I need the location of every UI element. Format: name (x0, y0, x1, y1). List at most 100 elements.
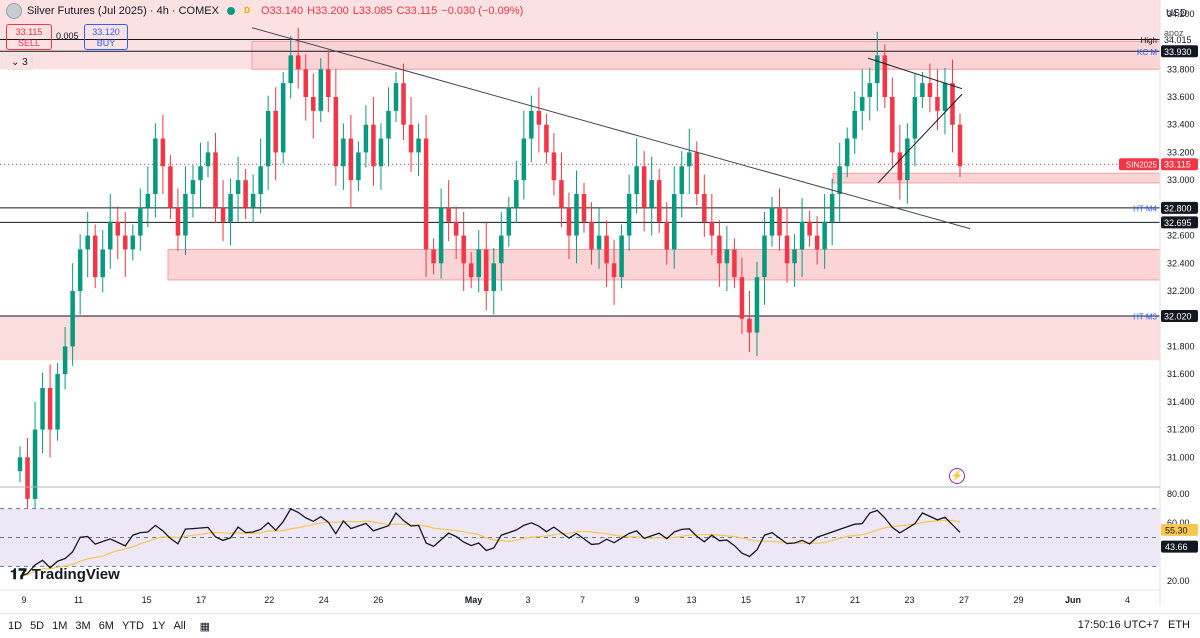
candle-body (198, 166, 203, 181)
symbol-title[interactable]: Silver Futures (Jul 2025) · 4h · COMEX (27, 5, 219, 17)
candle-body (47, 388, 53, 430)
candle-body (574, 194, 579, 236)
range-ytd[interactable]: YTD (121, 620, 144, 632)
candle-body (859, 97, 865, 111)
candle-body (228, 194, 233, 222)
rsi-tick-label: 20.00 (1167, 576, 1190, 586)
sell-button[interactable]: 33.115 SELL (6, 24, 52, 50)
tradingview-logo-icon: 𝟏𝟕 (10, 566, 27, 583)
time-tick-label: 13 (687, 595, 697, 605)
candle-body (258, 166, 263, 194)
candle-body (288, 55, 293, 84)
candle-body (235, 180, 241, 194)
candle-body (882, 55, 888, 97)
time-tick-label: May (465, 595, 483, 605)
candle-body (634, 166, 639, 194)
candle-body (544, 124, 549, 153)
price-tag-bg (1161, 201, 1198, 214)
candle-body (311, 97, 316, 111)
candle-body (912, 97, 918, 139)
time-tick-label: 27 (959, 595, 969, 605)
candle-body (957, 124, 963, 167)
price-tag-value: 33.930 (1164, 47, 1192, 57)
spread-value: 0.005 (56, 31, 79, 41)
indicator-count: 3 (22, 57, 28, 68)
range-all[interactable]: All (173, 620, 186, 632)
range-6m[interactable]: 6M (98, 620, 114, 632)
indicators-collapse-toggle[interactable]: ⌄ 3 (6, 55, 33, 70)
price-line-label: HT M3 (1133, 312, 1157, 321)
descending-trendline (251, 27, 971, 230)
time-tick-label: 3 (526, 595, 531, 605)
sell-price: 33.115 (15, 27, 43, 37)
time-tick-label: 21 (850, 595, 860, 605)
buy-price: 33.120 (92, 27, 120, 37)
candle-body (822, 221, 827, 250)
candle-body (664, 221, 669, 250)
candle-body (468, 263, 474, 278)
candle-body (739, 277, 745, 319)
time-tick-label: 11 (74, 595, 83, 605)
price-line-label: High (1141, 36, 1157, 45)
session-toggle[interactable]: ETH (1168, 619, 1190, 631)
candle-body (40, 388, 45, 430)
candle-body (175, 207, 181, 236)
candle-body (942, 83, 948, 111)
candle-body (875, 55, 880, 84)
candle-body (318, 69, 324, 111)
delayed-data-badge[interactable]: D (240, 5, 253, 17)
candle-body (476, 249, 481, 278)
price-tick-label: 31.800 (1167, 341, 1195, 351)
candle-body (408, 124, 414, 153)
candle-body (205, 152, 211, 167)
price-tick-label: 33.000 (1167, 175, 1195, 185)
candle-body (792, 249, 797, 264)
range-5d[interactable]: 5D (30, 620, 45, 632)
price-tag-bg (1161, 45, 1198, 58)
candle-body (611, 263, 617, 278)
price-tag-value: 34.015 (1164, 35, 1192, 45)
price-tick-label: 34.200 (1167, 9, 1195, 19)
candle-body (461, 235, 466, 264)
candle-body (190, 180, 196, 194)
candle-body (837, 166, 842, 194)
candle-body (679, 166, 685, 194)
candle-body (920, 83, 925, 97)
price-tag-value: 33.115 (1164, 160, 1191, 170)
rsi-tick-label: 60.00 (1167, 518, 1190, 528)
buy-button[interactable]: 33.120 BUY (84, 24, 128, 50)
candle-body (243, 180, 248, 208)
price-line-label: SIN2025 (1126, 161, 1158, 170)
range-1m[interactable]: 1M (52, 620, 68, 632)
time-tick-label: 7 (580, 595, 585, 605)
candle-body (107, 221, 113, 250)
range-1d[interactable]: 1D (8, 620, 23, 632)
candle-body (85, 235, 90, 250)
candle-body (416, 138, 421, 153)
axis-mode[interactable]: apoz (1164, 28, 1184, 38)
candle-body (341, 138, 346, 167)
candle-body (702, 194, 707, 222)
alert-icon[interactable]: ⚡ (949, 468, 965, 484)
price-tag-bg (1161, 216, 1198, 229)
candle-body (656, 180, 662, 222)
price-tick-label: 32.600 (1167, 231, 1195, 241)
candle-body (619, 235, 624, 278)
clock[interactable]: 17:50:16 UTC+7 (1077, 619, 1159, 631)
bottom-toolbar: 1D 5D 1M 3M 6M YTD 1Y All ▦ 17:50:16 UTC… (0, 613, 1200, 638)
candle-body (709, 221, 715, 236)
date-range-icon[interactable]: ▦ (199, 620, 211, 633)
time-tick-label: 24 (319, 595, 329, 605)
silver-symbol-icon (6, 3, 22, 19)
price-tick-label: 33.200 (1167, 147, 1195, 157)
candle-body (77, 249, 83, 291)
candle-body (17, 457, 23, 472)
range-3m[interactable]: 3M (75, 620, 91, 632)
rsi-tag-bg (1161, 540, 1198, 553)
candle-body (521, 138, 527, 181)
candle-body (581, 194, 587, 222)
candle-body (115, 221, 121, 236)
currency-selector[interactable]: USD (1166, 8, 1188, 19)
range-1y[interactable]: 1Y (151, 620, 166, 632)
